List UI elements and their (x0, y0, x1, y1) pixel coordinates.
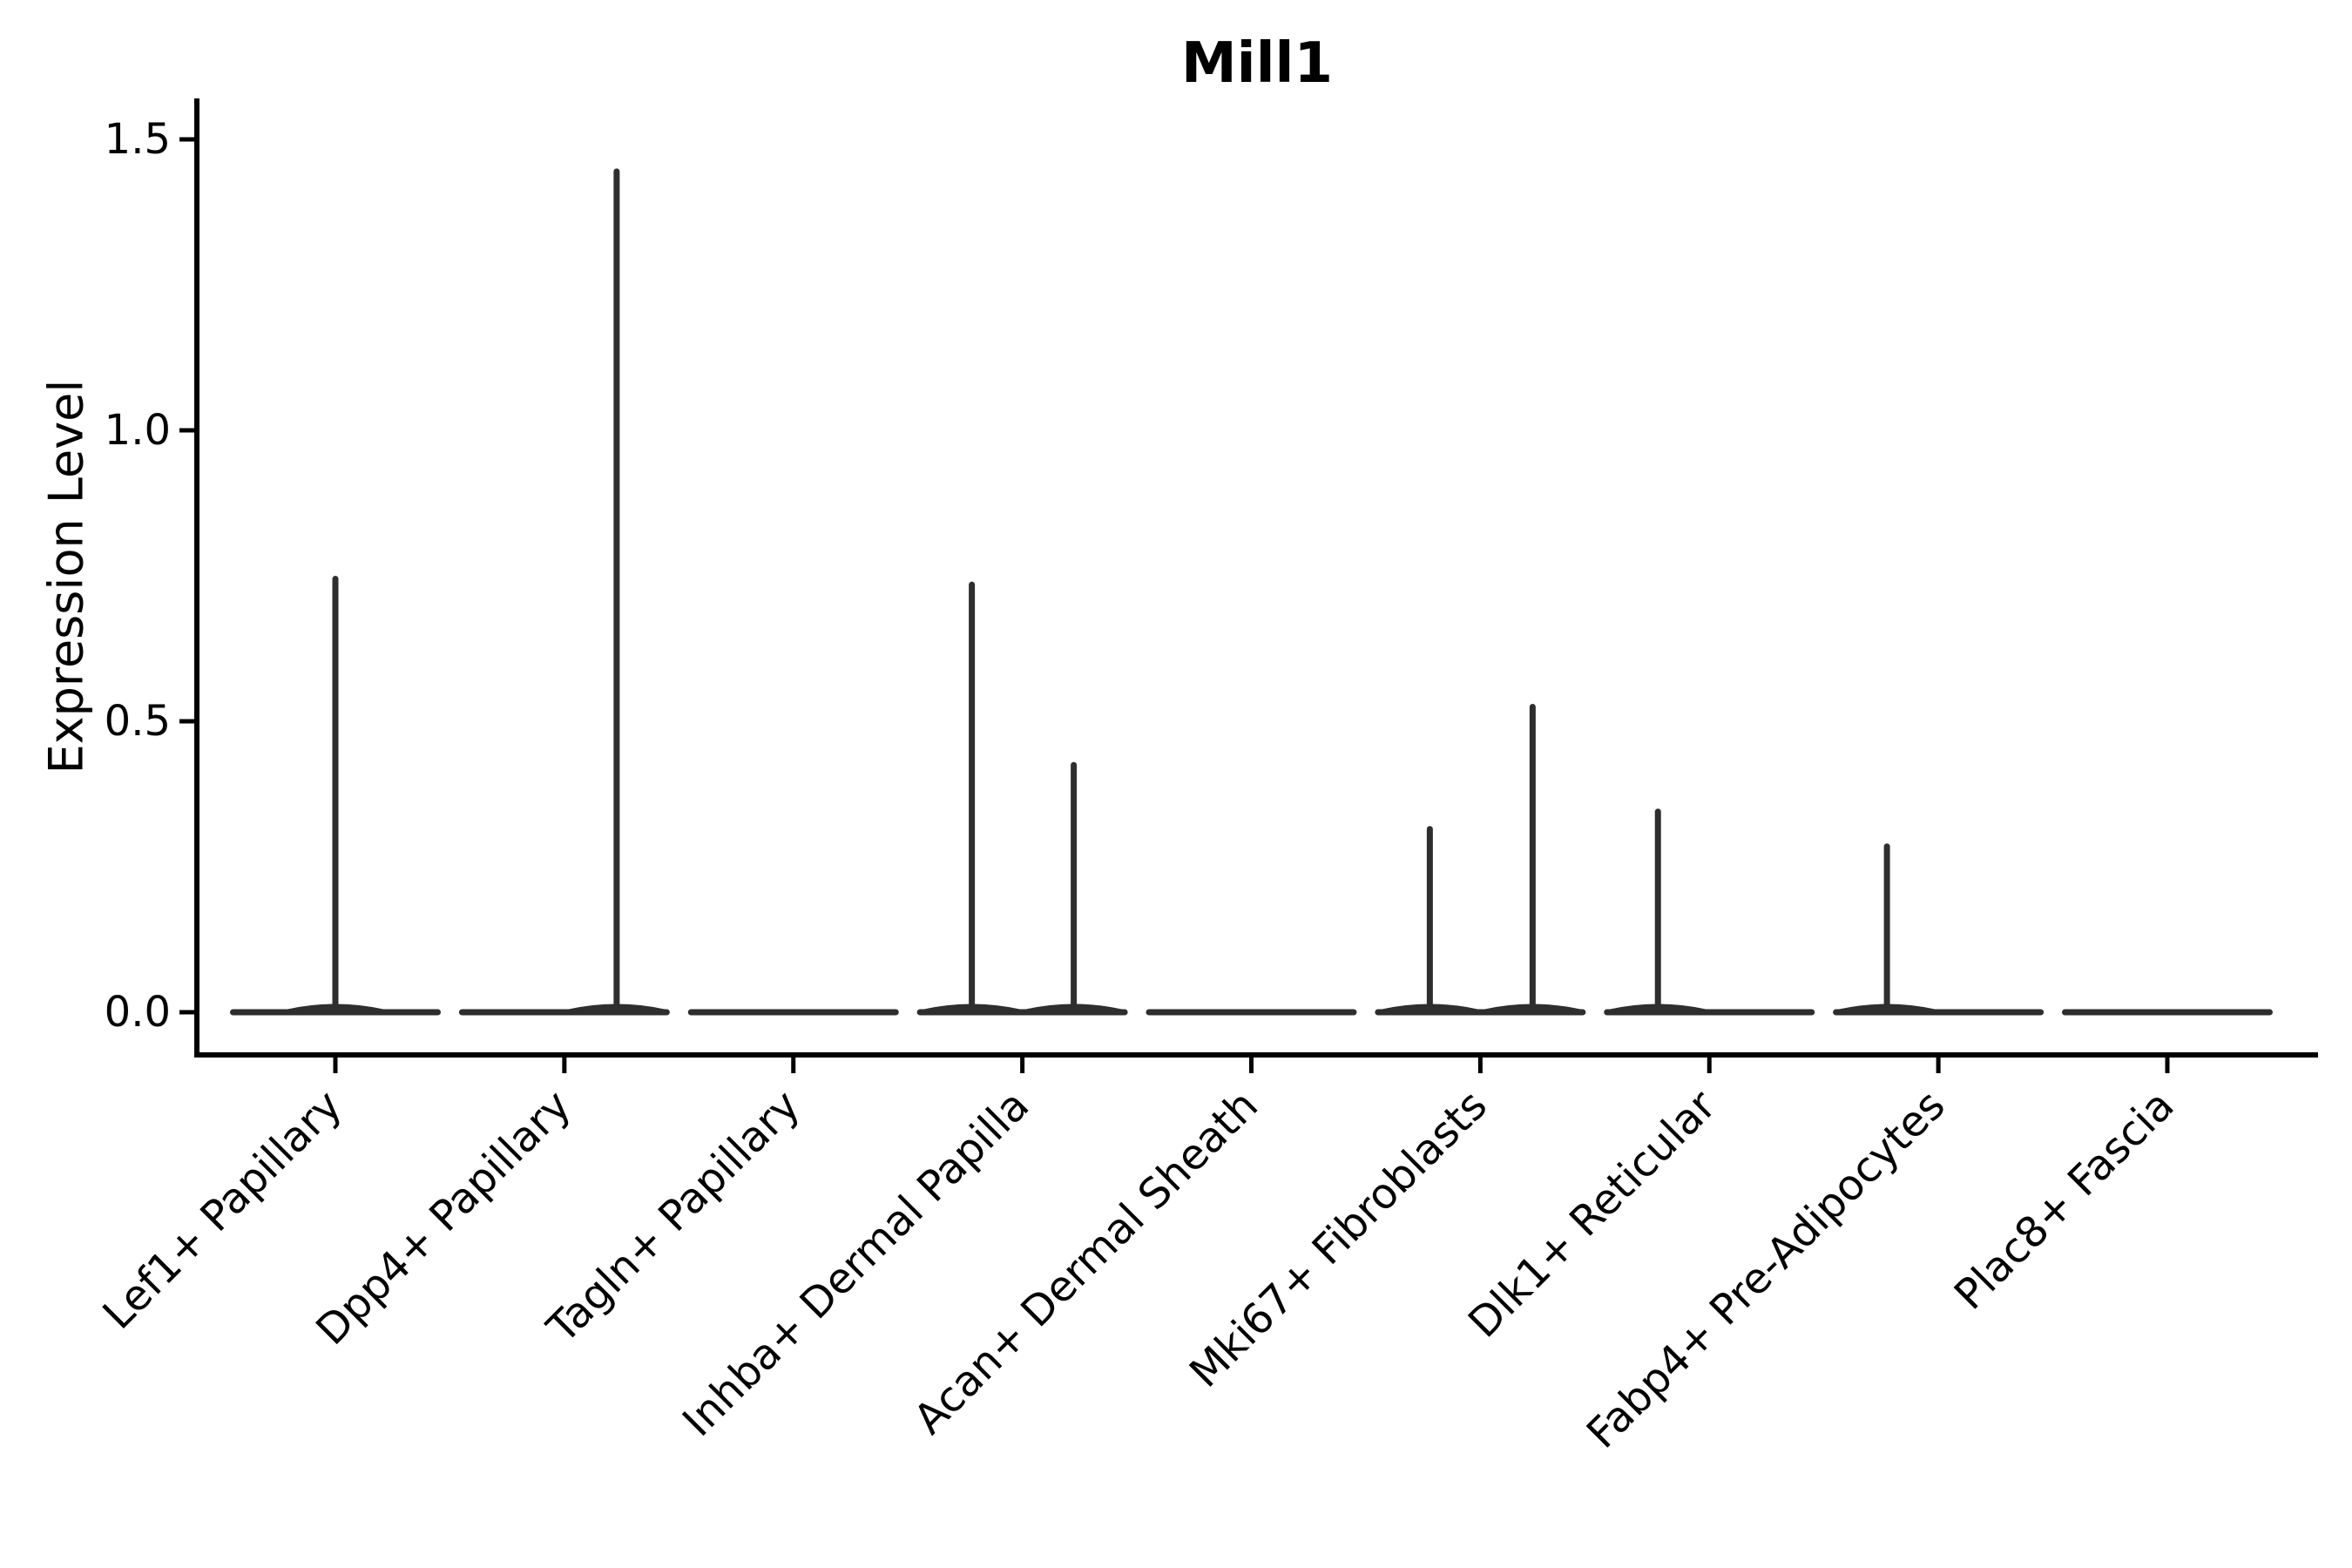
violin-spike (332, 576, 339, 1016)
y-tick-label: 1.0 (105, 406, 171, 455)
y-tick-label: 0.5 (105, 697, 171, 746)
violin-spike (969, 581, 976, 1016)
x-tick-label: Plac8+ Fascia (1945, 1081, 2184, 1320)
violin-body (458, 1009, 670, 1016)
violin-spike (613, 168, 620, 1016)
y-tick-label: 1.5 (105, 115, 171, 164)
x-tick-label: Dpp4+ Papillary (307, 1081, 580, 1355)
chart-title: Mill1 (1180, 31, 1334, 96)
y-tick-label: 0.0 (105, 988, 171, 1037)
x-tick-label: Lef1+ Papillary (94, 1081, 352, 1339)
x-tick-label: Tagln+ Papillary (537, 1081, 809, 1353)
violin-spike (1426, 826, 1433, 1016)
violin-spike (1654, 808, 1661, 1016)
violin-spike (1071, 761, 1078, 1016)
violin-body (1146, 1009, 1357, 1016)
violin-body (1604, 1009, 1815, 1016)
violin-body (916, 1009, 1128, 1016)
violin-body (1833, 1009, 2044, 1016)
x-tick-label: Dlk1+ Reticular (1459, 1081, 1726, 1348)
violin-body (1375, 1009, 1586, 1016)
violin-body (687, 1009, 899, 1016)
violin-spike (1529, 703, 1536, 1016)
violin-body (2062, 1009, 2273, 1016)
violin-spike (1883, 843, 1890, 1016)
